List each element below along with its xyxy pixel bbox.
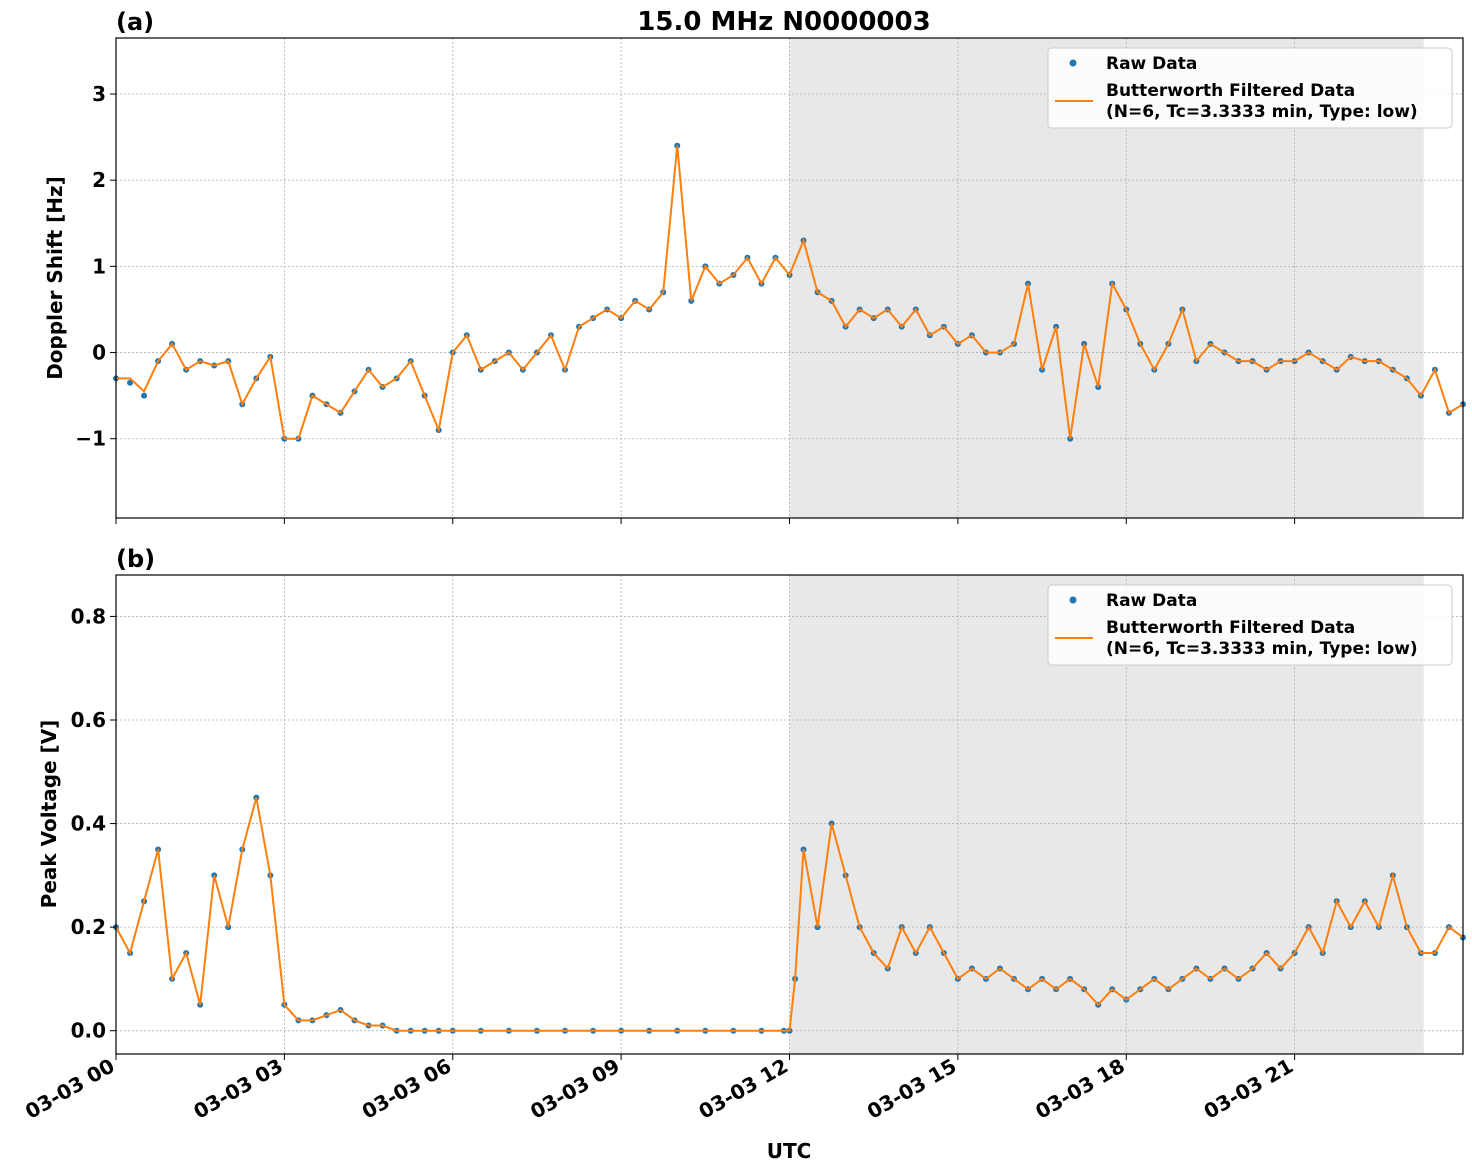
x-tick-label: 03-03 00 [21,1054,119,1124]
y-axis: 0.0 0.2 0.4 0.6 0.8 [71,604,116,1043]
x-tick-label: 03-03 06 [358,1054,456,1124]
panel-a: (a) −1 0 1 2 3 Doppler Shift [Hz] Raw Data B… [43,8,1466,524]
y-axis: −1 0 1 2 3 [75,82,116,451]
legend-box [1047,47,1453,129]
y-tick-label: 1 [92,254,106,278]
panel-b: (b) 0.00.20.40.60.8 03-03 00 03-03 03 03-0… [21,545,1466,1163]
legend-marker-raw [1069,59,1077,67]
x-axis: 03-03 00 03-03 03 03-03 06 03-03 09 03-03 12… [21,1054,1297,1124]
y-tick-label: 0.4 [71,812,106,836]
y-tick-label: 0.6 [71,708,106,732]
panel-label-a: (a) [116,8,154,36]
legend-label-raw: Raw Data [1106,54,1197,74]
legend: Raw Data Butterworth Filtered Data (N=6,… [1047,47,1453,129]
y-tick-label: 3 [92,82,106,106]
legend-label-filtered: Butterworth Filtered Data [1106,618,1355,638]
raw-data-point [141,392,148,399]
x-tick-label: 03-03 03 [189,1054,287,1124]
chart-title: 15.0 MHz N0000003 [637,7,930,37]
x-tick-label: 03-03 12 [694,1054,792,1124]
filtered-data-series [116,145,1464,440]
y-tick-label: 0 [92,341,106,365]
y-axis-label: Peak Voltage [V] [37,720,61,909]
y-axis-label: Doppler Shift [Hz] [43,176,67,380]
filtered-data-series [115,797,1464,1032]
y-tick-label: 0.0 [71,1019,106,1043]
legend-label-raw: Raw Data [1106,591,1197,611]
legend-label-filtered: Butterworth Filtered Data [1106,81,1355,101]
x-axis [115,518,1296,524]
legend: Raw Data Butterworth Filtered Data (N=6,… [1047,584,1453,666]
legend-label-filtered-params: (N=6, Tc=3.3333 min, Type: low) [1106,102,1418,122]
x-tick-label: 03-03 21 [1200,1054,1298,1124]
x-tick-label: 03-03 15 [863,1054,961,1124]
y-tick-label: 0.2 [71,915,106,939]
x-axis-label: UTC [767,1139,812,1163]
legend-box [1047,584,1453,666]
raw-data-point [127,379,134,386]
legend-marker-raw [1069,596,1077,604]
y-tick-label: −1 [75,427,106,451]
panel-label-b: (b) [116,545,155,573]
x-tick-label: 03-03 09 [526,1054,624,1124]
y-tick-label: 2 [92,168,106,192]
x-tick-label: 03-03 18 [1031,1054,1129,1124]
legend-label-filtered-params: (N=6, Tc=3.3333 min, Type: low) [1106,639,1418,659]
y-tick-label: 0.8 [71,604,106,628]
